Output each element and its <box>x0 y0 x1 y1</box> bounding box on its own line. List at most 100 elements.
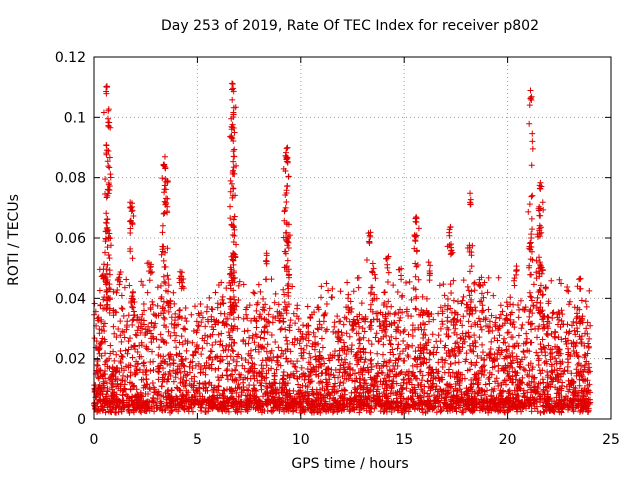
data-point <box>511 282 518 289</box>
data-point <box>426 404 433 411</box>
data-point <box>534 385 541 392</box>
data-point <box>222 400 229 407</box>
data-point <box>417 381 424 388</box>
data-point <box>110 323 117 330</box>
data-point <box>539 199 546 206</box>
data-point <box>318 406 325 413</box>
data-point <box>463 350 470 357</box>
data-point <box>178 358 185 365</box>
data-point <box>339 404 346 411</box>
data-point <box>478 290 485 297</box>
data-point <box>99 372 106 379</box>
data-point <box>214 304 221 311</box>
data-point <box>118 292 125 299</box>
data-point <box>372 379 379 386</box>
y-tick-label: 0.04 <box>55 291 86 307</box>
data-point <box>348 346 355 353</box>
data-point <box>294 375 301 382</box>
data-point <box>526 102 533 109</box>
data-point <box>341 386 348 393</box>
data-point <box>413 402 420 409</box>
data-point <box>505 397 512 404</box>
data-point <box>159 229 166 236</box>
data-point <box>521 306 528 313</box>
data-point <box>406 278 413 285</box>
data-point <box>172 374 179 381</box>
data-point <box>509 379 516 386</box>
data-point <box>572 392 579 399</box>
data-point <box>132 371 139 378</box>
data-point <box>272 339 279 346</box>
data-point <box>533 403 540 410</box>
data-point <box>447 281 454 288</box>
data-point <box>256 313 263 320</box>
data-point <box>394 288 401 295</box>
data-point <box>412 273 419 280</box>
data-point <box>182 380 189 387</box>
data-point <box>124 373 131 380</box>
data-point <box>204 387 211 394</box>
data-point <box>419 359 426 366</box>
data-point <box>268 381 275 388</box>
data-point <box>554 378 561 385</box>
data-point <box>495 274 502 281</box>
data-point <box>335 356 342 363</box>
data-point <box>575 353 582 360</box>
x-tick-label: 5 <box>193 432 202 448</box>
data-point <box>340 379 347 386</box>
data-point <box>157 403 164 410</box>
data-point <box>190 327 197 334</box>
data-points <box>91 80 594 416</box>
data-point <box>361 376 368 383</box>
data-point <box>342 369 349 376</box>
data-point <box>388 303 395 310</box>
data-point <box>272 400 279 407</box>
data-point <box>445 326 452 333</box>
data-point <box>304 303 311 310</box>
data-point <box>195 322 202 329</box>
data-point <box>408 296 415 303</box>
data-point <box>94 399 101 406</box>
data-point <box>268 276 275 283</box>
data-point <box>411 406 418 413</box>
data-point <box>421 356 428 363</box>
data-point <box>527 360 534 367</box>
data-point <box>231 339 238 346</box>
data-point <box>369 260 376 267</box>
data-point <box>441 292 448 299</box>
data-point <box>385 393 392 400</box>
data-point <box>202 371 209 378</box>
data-point <box>234 325 241 332</box>
data-point <box>548 361 555 368</box>
data-point <box>149 394 156 401</box>
data-point <box>435 359 442 366</box>
data-point <box>360 345 367 352</box>
data-point <box>511 324 518 331</box>
data-point <box>204 334 211 341</box>
data-point <box>148 339 155 346</box>
data-point <box>532 325 539 332</box>
data-point <box>555 334 562 341</box>
data-point <box>291 395 298 402</box>
data-point <box>164 209 171 216</box>
data-point <box>178 333 185 340</box>
data-point <box>284 238 291 245</box>
data-point <box>138 339 145 346</box>
data-point <box>505 406 512 413</box>
data-point <box>414 393 421 400</box>
data-point <box>190 384 197 391</box>
data-point <box>111 389 118 396</box>
data-point <box>464 283 471 290</box>
data-point <box>303 331 310 338</box>
data-point <box>144 391 151 398</box>
data-point <box>306 350 313 357</box>
data-point <box>440 281 447 288</box>
data-point <box>212 353 219 360</box>
data-point <box>202 323 209 330</box>
data-point <box>584 350 591 357</box>
data-point <box>258 377 265 384</box>
data-point <box>160 365 167 372</box>
data-point <box>364 364 371 371</box>
data-point <box>521 394 528 401</box>
data-point <box>156 392 163 399</box>
